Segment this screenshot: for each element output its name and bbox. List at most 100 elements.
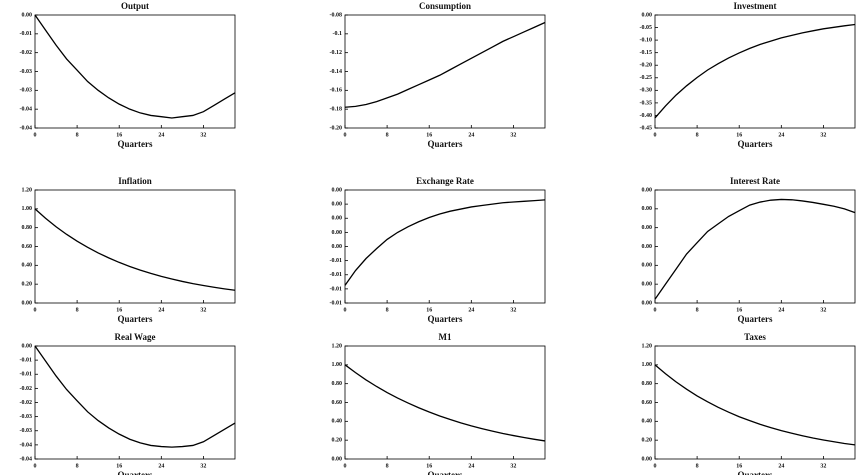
y-tick-label: 0.20	[642, 438, 653, 444]
y-tick-label: 0.20	[332, 438, 343, 444]
y-tick-label: 0.00	[642, 263, 653, 269]
y-tick-label: -0.20	[640, 63, 653, 69]
y-tick-label: -0.30	[640, 88, 653, 94]
x-tick-label: 32	[200, 463, 206, 469]
x-tick-label: 32	[820, 132, 826, 138]
y-tick-label: -0.25	[640, 75, 653, 81]
series-line	[344, 199, 546, 286]
y-tick-label: 0.00	[332, 456, 343, 462]
y-tick-label: 0.80	[332, 381, 343, 387]
x-tick-label: 32	[510, 463, 516, 469]
y-tick-label: -0.16	[330, 88, 343, 94]
x-tick-label: 0	[654, 132, 657, 138]
y-tick-label: -0.01	[330, 300, 343, 306]
x-tick-label: 24	[778, 132, 784, 138]
plot-frame	[654, 345, 856, 460]
x-tick-label: 32	[510, 132, 516, 138]
y-tick-label: 0.40	[642, 419, 653, 425]
plot-frame	[344, 189, 546, 304]
series-line	[344, 364, 546, 442]
y-tick-label: -0.01	[330, 272, 343, 278]
x-tick-label: 8	[386, 463, 389, 469]
y-tick-label: 0.00	[642, 206, 653, 212]
x-tick-label: 16	[736, 463, 742, 469]
chart-title: M1	[439, 332, 452, 342]
x-tick-label: 16	[116, 307, 122, 313]
x-tick-label: 0	[34, 463, 37, 469]
plot-frame	[34, 345, 236, 460]
plot-frame	[344, 345, 546, 460]
x-axis-label: Quarters	[428, 314, 463, 324]
y-tick-label: 0.00	[22, 343, 33, 349]
y-tick-label: -0.03	[20, 428, 33, 434]
series-line	[34, 208, 236, 291]
y-tick-label: -0.04	[20, 442, 33, 448]
x-tick-label: 24	[158, 463, 164, 469]
y-tick-label: 0.00	[642, 12, 653, 18]
x-tick-label: 8	[696, 307, 699, 313]
y-tick-label: 0.00	[332, 202, 343, 208]
x-tick-label: 8	[696, 132, 699, 138]
y-tick-label: 0.00	[22, 12, 33, 18]
y-tick-label: 0.00	[642, 187, 653, 193]
chart-title: Real Wage	[114, 332, 155, 342]
y-tick-label: 1.20	[22, 187, 33, 193]
chart-title: Inflation	[118, 176, 152, 186]
y-tick-label: 0.00	[642, 282, 653, 288]
x-tick-label: 8	[76, 463, 79, 469]
chart-title: Consumption	[419, 1, 471, 11]
x-tick-label: 16	[736, 307, 742, 313]
series-line	[654, 23, 856, 119]
y-tick-label: 0.00	[642, 300, 653, 306]
y-tick-label: -0.12	[330, 50, 343, 56]
y-tick-label: -0.01	[20, 372, 33, 378]
series-line	[654, 364, 856, 446]
x-axis-label: Quarters	[738, 470, 773, 475]
x-tick-label: 16	[426, 132, 432, 138]
y-tick-label: -0.1	[333, 31, 343, 37]
y-tick-label: 1.00	[22, 206, 33, 212]
y-tick-label: -0.02	[20, 400, 33, 406]
y-tick-label: 1.00	[642, 362, 653, 368]
y-tick-label: 1.00	[332, 362, 343, 368]
x-tick-label: 16	[736, 132, 742, 138]
y-tick-label: 0.60	[332, 400, 343, 406]
x-tick-label: 24	[158, 307, 164, 313]
plot-frame	[654, 14, 856, 129]
x-axis-label: Quarters	[428, 139, 463, 149]
chart-title: Exchange Rate	[416, 176, 474, 186]
x-tick-label: 0	[344, 463, 347, 469]
x-tick-label: 8	[696, 463, 699, 469]
y-tick-label: 0.00	[22, 300, 33, 306]
y-tick-label: -0.02	[20, 50, 33, 56]
y-tick-label: 0.80	[642, 381, 653, 387]
x-tick-label: 32	[200, 132, 206, 138]
y-tick-label: -0.01	[20, 31, 33, 37]
x-axis-label: Quarters	[118, 470, 153, 475]
series-line	[34, 345, 236, 448]
x-axis-label: Quarters	[738, 314, 773, 324]
x-tick-label: 0	[34, 132, 37, 138]
y-tick-label: -0.04	[20, 456, 33, 462]
x-tick-label: 32	[200, 307, 206, 313]
x-tick-label: 8	[386, 132, 389, 138]
series-line	[34, 14, 236, 119]
y-tick-label: 0.00	[332, 187, 343, 193]
x-tick-label: 16	[426, 463, 432, 469]
y-tick-label: -0.04	[20, 107, 33, 113]
x-tick-label: 0	[654, 307, 657, 313]
x-tick-label: 24	[468, 132, 474, 138]
y-tick-label: -0.01	[330, 286, 343, 292]
x-tick-label: 16	[426, 307, 432, 313]
y-tick-label: -0.45	[640, 125, 653, 131]
y-tick-label: 0.00	[642, 456, 653, 462]
y-tick-label: -0.15	[640, 50, 653, 56]
series-line	[654, 198, 856, 300]
y-tick-label: -0.03	[20, 414, 33, 420]
y-tick-label: -0.14	[330, 69, 343, 75]
y-tick-label: -0.05	[640, 25, 653, 31]
y-tick-label: -0.18	[330, 107, 343, 113]
y-tick-label: -0.08	[330, 12, 343, 18]
chart-title: Taxes	[744, 332, 766, 342]
